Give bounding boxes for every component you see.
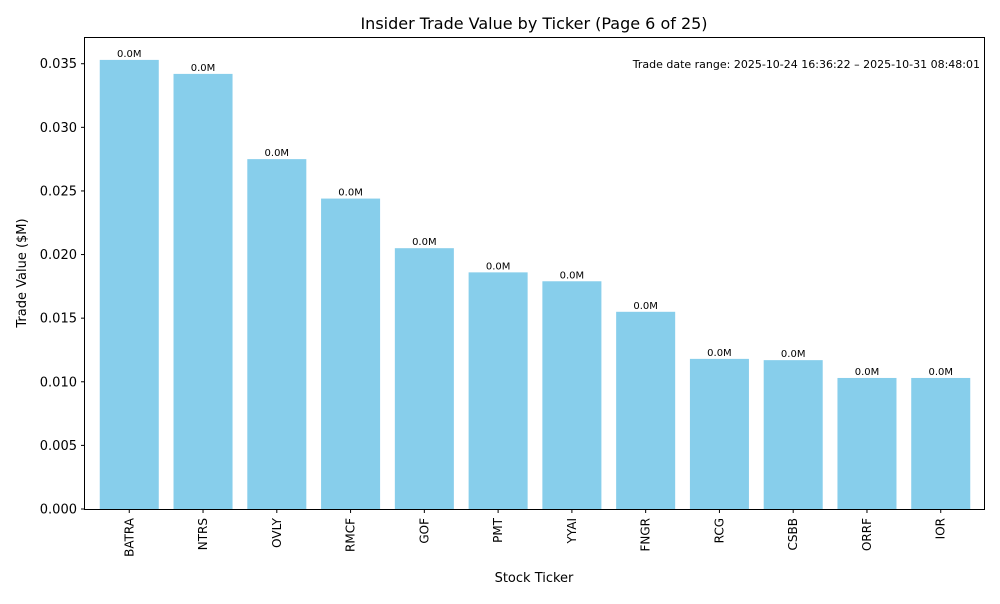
data-label-batra: 0.0M <box>117 49 142 60</box>
x-tick-label: RCG <box>712 518 726 543</box>
x-tick-label: NTRS <box>196 518 210 550</box>
bar-ior <box>911 377 971 509</box>
trade-date-range-annotation: Trade date range: 2025-10-24 16:36:22 – … <box>632 58 980 71</box>
x-axis: BATRA NTRS OVLY RMCF GOF PMT YYAI FNGR RCG CSBB OR… <box>122 509 948 557</box>
bar-rmcf <box>321 198 381 509</box>
bar-yyai <box>542 281 602 509</box>
x-tick-label: FNGR <box>639 518 653 552</box>
bar-ntrs <box>173 73 233 509</box>
bar-csbb <box>763 360 823 509</box>
y-tick-label: 0.015 <box>40 312 77 327</box>
y-tick-label: 0.020 <box>40 248 77 263</box>
x-tick-label: GOF <box>417 518 431 544</box>
bar-ovly <box>247 159 307 509</box>
data-label-rmcf: 0.0M <box>338 188 363 199</box>
data-label-ovly: 0.0M <box>265 148 290 159</box>
x-tick-label: PMT <box>491 517 505 543</box>
data-label-yyai: 0.0M <box>560 270 585 281</box>
data-label-csbb: 0.0M <box>781 349 806 360</box>
bar-pmt <box>468 272 528 509</box>
x-tick-label: CSBB <box>786 518 800 550</box>
y-tick-label: 0.025 <box>40 184 77 199</box>
y-tick-label: 0.005 <box>40 439 77 454</box>
bar-gof <box>394 248 454 509</box>
chart-title: Insider Trade Value by Ticker (Page 6 of… <box>360 14 707 33</box>
data-label-fngr: 0.0M <box>633 301 658 312</box>
data-label-gof: 0.0M <box>412 237 437 248</box>
bars-layer: 0.0M 0.0M 0.0M 0.0M 0.0M 0.0M 0.0M 0.0M 0.0M 0.0M… <box>99 49 971 510</box>
bar-batra <box>99 59 159 510</box>
y-axis: 0.000 0.005 0.010 0.015 0.020 0.025 0.030 0.035 <box>40 57 85 518</box>
x-tick-label: YYAI <box>565 518 579 544</box>
data-label-ntrs: 0.0M <box>191 63 216 74</box>
y-tick-label: 0.030 <box>40 121 77 136</box>
x-tick-label: IOR <box>934 518 948 539</box>
y-tick-label: 0.035 <box>40 57 77 72</box>
bar-fngr <box>616 311 676 509</box>
x-tick-label: OVLY <box>270 517 284 548</box>
data-label-ior: 0.0M <box>928 367 953 378</box>
x-axis-label: Stock Ticker <box>495 571 574 586</box>
y-tick-label: 0.000 <box>40 503 77 518</box>
x-tick-label: ORRF <box>860 518 874 551</box>
x-tick-label: RMCF <box>344 518 358 552</box>
bar-rcg <box>689 358 749 509</box>
x-tick-label: BATRA <box>122 517 136 557</box>
data-label-rcg: 0.0M <box>707 348 732 359</box>
y-tick-label: 0.010 <box>40 375 77 390</box>
y-axis-label: Trade Value ($M) <box>15 218 30 328</box>
data-label-orrf: 0.0M <box>855 367 880 378</box>
data-label-pmt: 0.0M <box>486 261 511 272</box>
bar-orrf <box>837 377 897 509</box>
plot-frame <box>84 37 985 510</box>
